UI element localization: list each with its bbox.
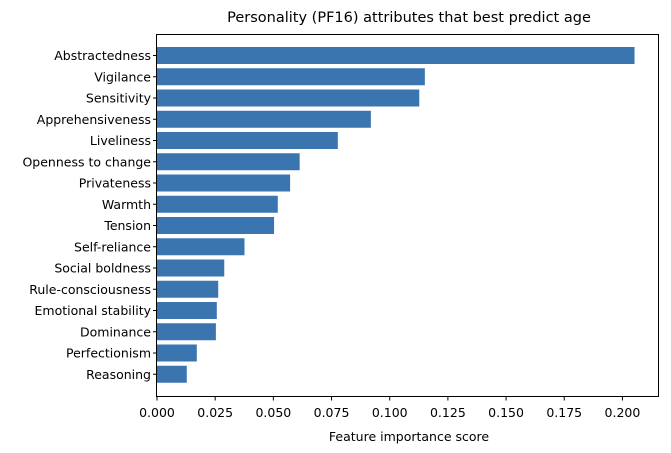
y-tick-label-openness-to-change: Openness to change [22, 154, 151, 169]
x-axis-ticks: 0.000 0.025 0.050 0.075 0.100 0.125 0.150 0.175… [139, 396, 641, 420]
bar-social-boldness [157, 259, 225, 277]
bar-reasoning [157, 365, 187, 383]
y-tick-label-vigilance: Vigilance [94, 69, 151, 84]
x-tick-label: 0.075 [314, 405, 350, 420]
y-tick-label-self-reliance: Self-reliance [74, 239, 151, 254]
y-tick-label-warmth: Warmth [102, 197, 151, 212]
bar-tension [157, 217, 275, 234]
bar-sensitivity [157, 89, 420, 107]
y-tick-label-apprehensiveness: Apprehensiveness [37, 112, 151, 127]
x-tick-label: 0.050 [255, 405, 291, 420]
y-tick-label-liveliness: Liveliness [90, 133, 151, 148]
x-tick-label: 0.100 [372, 405, 408, 420]
bar-privateness [157, 174, 291, 192]
bar-apprehensiveness [157, 110, 371, 128]
y-tick-label-rule-consciousness: Rule-consciousness [29, 282, 151, 297]
y-tick-label-tension: Tension [103, 218, 151, 233]
x-tick-label: 0.125 [430, 405, 466, 420]
y-tick-label-abstractedness: Abstractedness [54, 48, 151, 63]
bar-emotional-stability [157, 302, 217, 319]
bar-openness-to-change [157, 153, 300, 171]
x-tick-label: 0.175 [546, 405, 582, 420]
y-tick-label-emotional-stability: Emotional stability [35, 303, 152, 318]
y-tick-label-social-boldness: Social boldness [54, 261, 151, 276]
y-axis-ticks: Abstractedness Vigilance Sensitivity Appreh… [22, 48, 157, 382]
x-tick-label: 0.200 [605, 405, 641, 420]
x-axis-label: Feature importance score [329, 429, 489, 444]
x-tick-label: 0.150 [488, 405, 524, 420]
bar-abstractedness [157, 47, 635, 64]
y-tick-label-sensitivity: Sensitivity [86, 91, 152, 106]
y-tick-label-dominance: Dominance [80, 324, 151, 339]
y-tick-label-perfectionism: Perfectionism [66, 346, 151, 361]
bar-perfectionism [157, 344, 197, 362]
x-tick-label: 0.025 [197, 405, 233, 420]
bar-vigilance [157, 68, 425, 86]
bar-rule-consciousness [157, 280, 219, 298]
chart-title: Personality (PF16) attributes that best … [227, 10, 591, 26]
bar-warmth [157, 195, 278, 213]
x-tick-label: 0.000 [139, 405, 175, 420]
plot-frame [156, 34, 659, 397]
y-tick-label-privateness: Privateness [79, 176, 151, 191]
bar-liveliness [157, 132, 338, 149]
y-tick-label-reasoning: Reasoning [86, 367, 151, 382]
bar-dominance [157, 323, 216, 341]
bar-self-reliance [157, 238, 245, 256]
bars-group [157, 47, 635, 383]
